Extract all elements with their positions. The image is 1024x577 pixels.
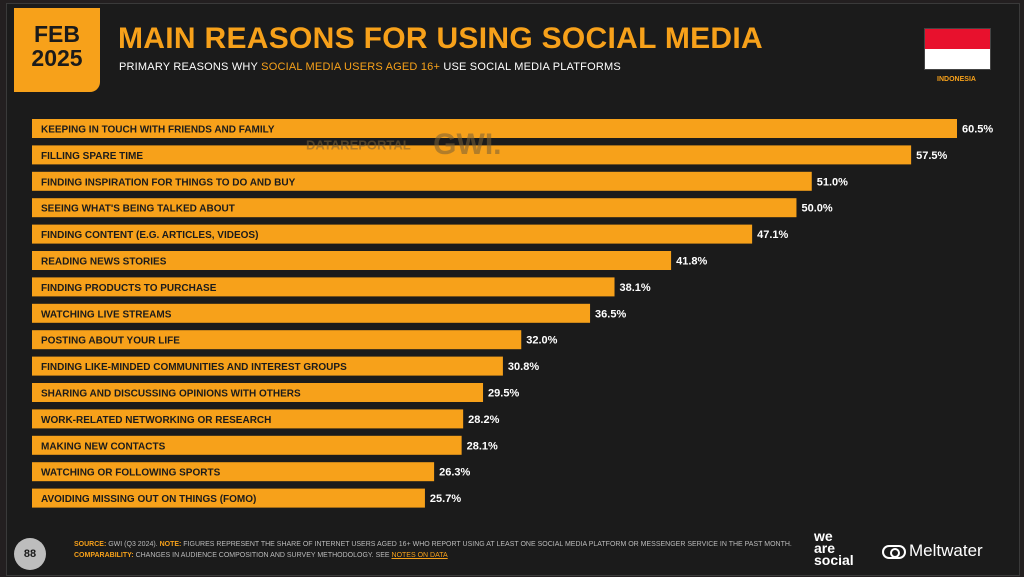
bar-1 [32,145,912,165]
date-year: 2025 [31,45,83,71]
source-key: SOURCE: [74,541,107,548]
watermark-datareportal: DATAREPORTAL [306,137,411,153]
bar-value-label: 36.5% [595,308,626,320]
date-badge: FEB 2025 [14,8,100,92]
bar-2 [32,171,812,191]
bar-value-label: 60.5% [962,124,993,136]
bar-category-label: AVOIDING MISSING OUT ON THINGS (FOMO) [41,494,256,505]
meltwater-text: Meltwater [909,541,983,560]
bar-value-label: 26.3% [439,467,470,479]
bar-category-label: FILLING SPARE TIME [41,151,143,162]
bar-4 [32,224,753,244]
bar-7 [32,303,591,323]
bar-value-label: 38.1% [620,282,651,294]
subtitle-post: USE SOCIAL MEDIA PLATFORMS [440,61,621,73]
bar-5 [32,251,672,270]
bar-value-label: 50.0% [801,203,832,215]
bar-category-label: WATCHING LIVE STREAMS [41,309,172,320]
bar-value-label: 28.1% [467,440,498,452]
brand-line-2: are [814,540,836,556]
subtitle-highlight: SOCIAL MEDIA USERS AGED 16+ [261,61,441,73]
bar-value-label: 28.2% [468,414,499,426]
bar-12 [32,435,462,455]
bar-0 [32,119,957,138]
bar-category-label: READING NEWS STORIES [41,257,167,268]
watermark: DATAREPORTAL GWI. [306,128,502,162]
bar-value-label: 57.5% [916,150,947,162]
bar-category-label: SEEING WHAT'S BEING TALKED ABOUT [41,204,235,215]
watermark-gwi: GWI. [433,128,502,161]
footer-line-2: COMPARABILITY: CHANGES IN AUDIENCE COMPO… [74,550,792,561]
indonesia-flag-icon [924,28,991,70]
bar-10 [32,383,484,402]
note-text: FIGURES REPRESENT THE SHARE OF INTERNET … [181,541,792,548]
bar-category-label: WORK-RELATED NETWORKING OR RESEARCH [41,415,271,426]
meltwater-icon [882,544,906,559]
footer-line-1: SOURCE: GWI (Q3 2024). NOTE: FIGURES REP… [74,539,792,550]
bar-6 [32,277,615,297]
bar-value-label: 32.0% [526,335,557,347]
bar-value-label: 30.8% [508,361,539,373]
bar-category-label: FINDING CONTENT (E.G. ARTICLES, VIDEOS) [41,230,258,241]
we-are-social-logo: we are social [814,528,854,568]
bar-category-label: KEEPING IN TOUCH WITH FRIENDS AND FAMILY [41,125,275,136]
country-label: INDONESIA [937,76,976,83]
flag-red-stripe [925,29,990,49]
page-number: 88 [14,538,46,570]
comparability-key: COMPARABILITY: [74,552,134,559]
bar-category-label: WATCHING OR FOLLOWING SPORTS [41,468,221,479]
bar-category-label: SHARING AND DISCUSSING OPINIONS WITH OTH… [41,389,301,400]
bar-category-label: FINDING PRODUCTS TO PURCHASE [41,283,217,294]
bar-value-label: 25.7% [430,493,461,505]
footer-notes: SOURCE: GWI (Q3 2024). NOTE: FIGURES REP… [74,539,792,561]
bar-category-label: POSTING ABOUT YOUR LIFE [41,336,180,347]
bar-3 [32,198,797,218]
page-subtitle: PRIMARY REASONS WHY SOCIAL MEDIA USERS A… [119,61,621,73]
subtitle-pre: PRIMARY REASONS WHY [119,61,262,73]
bar-value-label: 29.5% [488,388,519,400]
meltwater-logo: Meltwater [882,541,983,561]
source-text: GWI (Q3 2024). [106,541,160,548]
bar-category-label: FINDING LIKE-MINDED COMMUNITIES AND INTE… [41,362,347,373]
bar-category-label: FINDING INSPIRATION FOR THINGS TO DO AND… [41,177,296,188]
bar-category-label: MAKING NEW CONTACTS [41,441,166,452]
page-title: MAIN REASONS FOR USING SOCIAL MEDIA [118,22,763,55]
date-month: FEB [34,21,80,47]
brand-line-3: social [814,552,854,568]
bar-value-label: 41.8% [676,256,707,268]
bar-11 [32,409,464,429]
bar-9 [32,356,503,376]
note-key: NOTE: [159,541,182,548]
brand-line-1: we [814,528,833,544]
bar-13 [32,462,435,482]
comparability-text: CHANGES IN AUDIENCE COMPOSITION AND SURV… [133,552,392,559]
bar-value-label: 47.1% [757,229,788,241]
bar-value-label: 51.0% [817,176,848,188]
bar-8 [32,330,522,350]
bar-14 [32,488,425,508]
notes-on-data-link[interactable]: NOTES ON DATA [391,552,448,559]
flag-white-stripe [925,49,990,69]
